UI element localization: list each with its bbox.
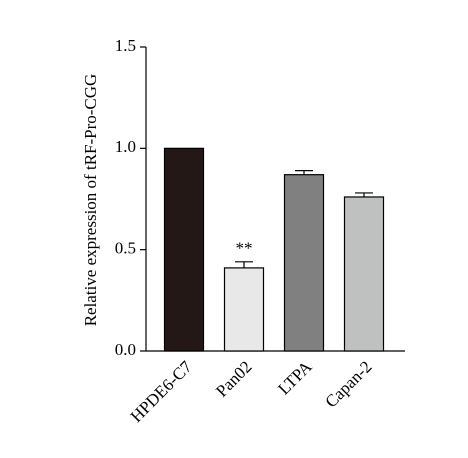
bar: [223, 267, 265, 352]
x-tick-label: HPDE6-C7: [127, 357, 196, 426]
bar: [283, 174, 325, 352]
y-tick-label: 0.5: [115, 239, 136, 258]
bar: [343, 196, 385, 352]
annotation: **: [236, 239, 253, 258]
y-tick-label: 0.0: [115, 340, 136, 359]
y-axis-label: Relative expression of tRF-Pro-CGG: [81, 74, 100, 327]
error-bar: [295, 170, 313, 175]
x-tick-label: Pan02: [212, 357, 255, 400]
bar: [163, 147, 205, 352]
error-bar: [355, 192, 373, 197]
x-tick-label: LTPA: [274, 357, 316, 399]
y-tick-label: 1.5: [115, 36, 136, 55]
error-bar: [235, 261, 253, 268]
y-tick-label: 1.0: [115, 137, 136, 156]
x-tick-label: Capan-2: [321, 357, 375, 411]
